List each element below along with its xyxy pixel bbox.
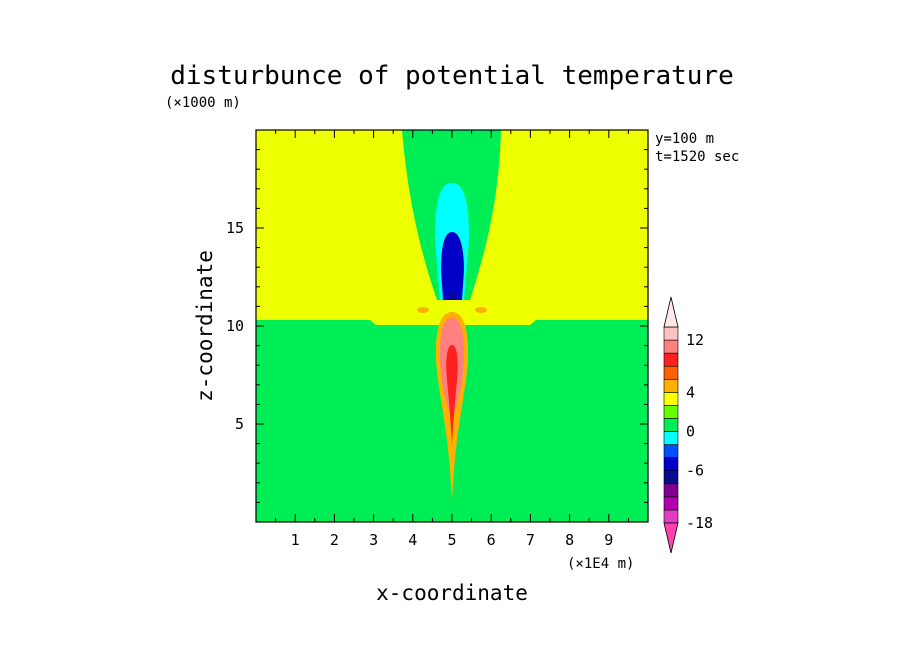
colorbar-segment bbox=[663, 444, 679, 458]
region-side-lobe-left bbox=[417, 307, 429, 313]
colorbar-segment bbox=[663, 470, 679, 485]
colorbar-segment bbox=[663, 496, 679, 511]
colorbar-label: 4 bbox=[686, 383, 695, 401]
info-line-y: y=100 m bbox=[655, 131, 714, 147]
y-tick-label: 15 bbox=[226, 219, 244, 237]
colorbar-segment bbox=[663, 378, 679, 393]
colorbar-over-triangle bbox=[663, 296, 679, 328]
colorbar-segment bbox=[663, 326, 679, 341]
colorbar-segment bbox=[663, 339, 679, 354]
x-tick-label: 3 bbox=[369, 531, 378, 549]
region-cold-core bbox=[441, 232, 464, 300]
x-tick-label: 8 bbox=[565, 531, 574, 549]
colorbar: 12 4 0 -6 -18 bbox=[663, 296, 713, 554]
colorbar-label: -18 bbox=[686, 514, 713, 532]
region-side-lobe-right bbox=[475, 307, 487, 313]
y-axis-label: z-coordinate bbox=[193, 250, 217, 402]
x-axis-label: x-coordinate bbox=[376, 581, 528, 605]
colorbar-label: -6 bbox=[686, 462, 704, 480]
plot-area bbox=[255, 129, 649, 523]
colorbar-segment bbox=[663, 418, 679, 432]
x-tick-label: 6 bbox=[487, 531, 496, 549]
colorbar-segment bbox=[663, 352, 679, 367]
region-cold-center bbox=[449, 291, 455, 299]
x-tick-label: 7 bbox=[526, 531, 535, 549]
y-unit-label: (×1000 m) bbox=[165, 95, 241, 111]
colorbar-segment bbox=[663, 431, 679, 445]
x-tick-label: 5 bbox=[447, 531, 456, 549]
region-warm-center bbox=[446, 345, 458, 445]
colorbar-segment bbox=[663, 405, 679, 419]
x-tick-label: 1 bbox=[291, 531, 300, 549]
info-line-t: t=1520 sec bbox=[655, 149, 739, 165]
axes: 1 2 3 4 5 6 7 8 9 5 10 15 bbox=[226, 130, 648, 549]
x-tick-label: 2 bbox=[330, 531, 339, 549]
colorbar-label: 12 bbox=[686, 331, 704, 349]
colorbar-segment bbox=[663, 365, 679, 380]
colorbar-segment bbox=[663, 392, 679, 406]
chart-title: disturbunce of potential temperature bbox=[170, 61, 734, 91]
colorbar-segment bbox=[663, 509, 679, 524]
x-tick-label: 9 bbox=[604, 531, 613, 549]
y-tick-label: 10 bbox=[226, 317, 244, 335]
colorbar-label: 0 bbox=[686, 423, 695, 441]
y-tick-label: 5 bbox=[235, 415, 244, 433]
x-unit-label: (×1E4 m) bbox=[567, 556, 634, 572]
colorbar-segment bbox=[663, 483, 679, 498]
colorbar-segment bbox=[663, 457, 679, 472]
x-tick-label: 4 bbox=[408, 531, 417, 549]
colorbar-under-triangle bbox=[663, 522, 679, 554]
